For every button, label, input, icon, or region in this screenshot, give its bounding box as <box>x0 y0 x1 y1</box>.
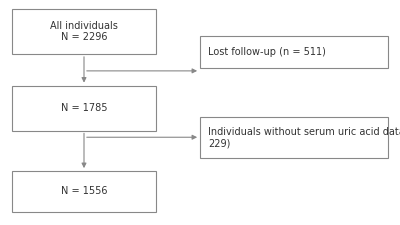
Text: Lost follow-up (n = 511): Lost follow-up (n = 511) <box>208 47 326 57</box>
Text: N = 1785: N = 1785 <box>61 103 107 113</box>
Text: All individuals: All individuals <box>50 21 118 31</box>
Bar <box>12 86 156 130</box>
Text: 229): 229) <box>208 138 230 148</box>
Text: Individuals without serum uric acid data (n =: Individuals without serum uric acid data… <box>208 126 400 136</box>
Bar <box>12 9 156 54</box>
Text: N = 1556: N = 1556 <box>61 186 107 196</box>
Text: N = 2296: N = 2296 <box>61 32 107 42</box>
Bar <box>200 117 388 158</box>
Bar <box>12 171 156 212</box>
Bar <box>200 36 388 68</box>
